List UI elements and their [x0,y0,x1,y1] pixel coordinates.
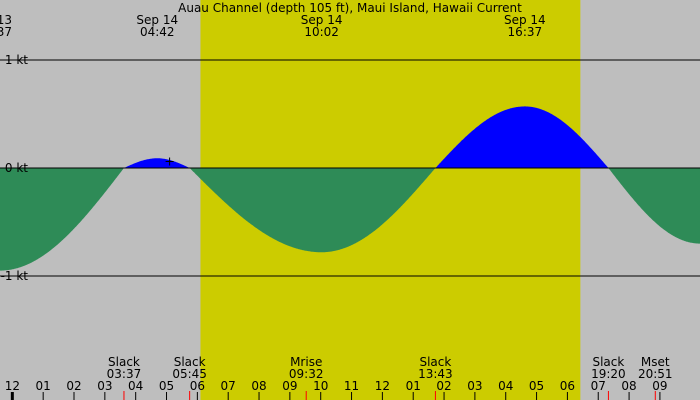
top-label-time: 10:02 [304,25,339,39]
hour-tick-label: 12 [5,379,20,393]
hour-tick-label: 04 [498,379,513,393]
event-time: 09:32 [289,367,324,381]
hour-tick-label: 05 [529,379,544,393]
ebb-area [189,168,436,253]
chart-title: Auau Channel (depth 105 ft), Maui Island… [178,1,522,15]
y-tick-label: -1 kt [1,269,29,283]
hour-tick-label: 06 [190,379,205,393]
current-area [0,106,700,271]
event-label: Slack [419,355,451,369]
top-label-time: 04:42 [140,25,175,39]
event-time: 05:45 [172,367,207,381]
hour-tick-label: 01 [406,379,421,393]
event-time: 13:43 [418,367,453,381]
hour-tick-label: 02 [66,379,81,393]
event-time: 19:20 [591,367,626,381]
hour-tick-label: 06 [560,379,575,393]
flood-area [435,106,609,168]
kt-gridlines: 1 kt 0 kt -1 kt [0,53,700,283]
hour-tick-label: 09 [282,379,297,393]
hour-tick-label: 09 [652,379,667,393]
hour-tick-label: 07 [221,379,236,393]
y-tick-label: 1 kt [5,53,28,67]
event-label: Mrise [290,355,322,369]
hour-tick-label: 04 [128,379,143,393]
top-label-date: Sep 14 [504,13,546,27]
top-label-time: 16:37 [508,25,543,39]
hour-tick-label: 08 [621,379,636,393]
event-label: Slack [108,355,140,369]
top-label-date: 13 [0,13,12,27]
hour-tick-label: 07 [591,379,606,393]
hour-tick-label: 03 [467,379,482,393]
ebb-area [608,168,700,244]
y-tick-label: 0 kt [5,161,28,175]
hour-tick-label: 02 [436,379,451,393]
ebb-area [0,168,124,271]
slack-and-moon-event-labels: Slack03:37Slack05:45Mrise09:32Slack13:43… [107,355,673,400]
hour-tick-label: 11 [344,379,359,393]
flood-area [124,158,190,168]
event-time: 03:37 [107,367,142,381]
event-time: 20:51 [638,367,673,381]
hour-tick-label: 08 [251,379,266,393]
event-label: Mset [641,355,670,369]
hour-tick-label: 03 [97,379,112,393]
top-label-date: Sep 14 [301,13,343,27]
hour-tick-label: 01 [36,379,51,393]
top-label-time: 37 [0,25,12,39]
hour-tick-label: 10 [313,379,328,393]
hour-axis: 1112010203040506070809101112010203040506… [5,379,668,400]
event-label: Slack [174,355,206,369]
hour-tick-label: 12 [375,379,390,393]
top-label-date: Sep 14 [136,13,178,27]
event-label: Slack [592,355,624,369]
hour-tick-label: 05 [159,379,174,393]
